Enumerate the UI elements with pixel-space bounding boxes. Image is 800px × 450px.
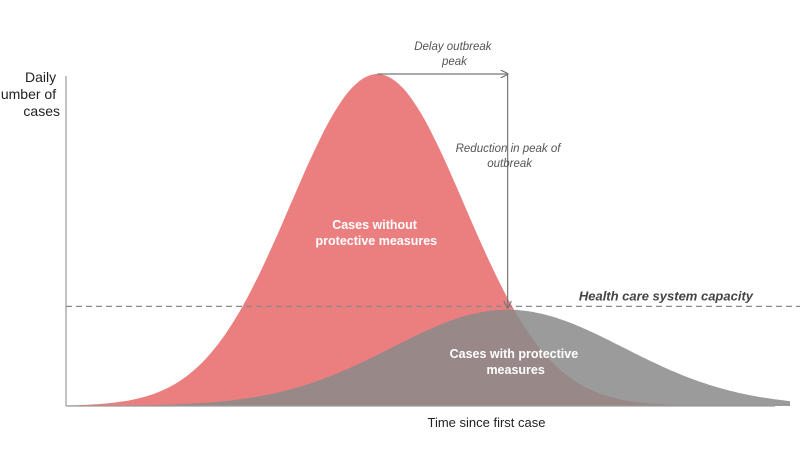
y-axis-label: Daily number of cases xyxy=(0,69,60,119)
reduction-peak-annotation: Reduction in peak of outbreak xyxy=(456,143,564,170)
capacity-threshold-label: Health care system capacity xyxy=(579,288,754,303)
reduction-peak-annotation-line-2: outbreak xyxy=(487,158,533,170)
reduction-peak-annotation-line-1: Reduction in peak of xyxy=(456,143,563,155)
series-area-with-measures xyxy=(66,309,790,406)
series-label-with-measures: Cases with protective measures xyxy=(450,347,582,377)
series-label-with-line-1: Cases with protective xyxy=(450,347,579,361)
y-axis-label-line-1: Daily xyxy=(25,69,56,85)
series-label-with-line-2: measures xyxy=(486,363,544,377)
series-label-without-measures: Cases without protective measures xyxy=(316,218,438,248)
delay-peak-annotation-line-1: Delay outbreak xyxy=(414,41,493,53)
y-axis-label-line-2: number of xyxy=(0,86,56,102)
delay-peak-annotation-line-2: peak xyxy=(441,56,468,68)
series-area-without-measures xyxy=(66,74,790,406)
delay-peak-annotation: Delay outbreak peak xyxy=(414,41,495,68)
x-axis-label: Time since first case xyxy=(428,415,546,430)
series-label-without-line-2: protective measures xyxy=(316,234,438,248)
series-label-without-line-1: Cases without xyxy=(332,218,418,232)
y-axis-label-line-3: cases xyxy=(23,103,60,119)
